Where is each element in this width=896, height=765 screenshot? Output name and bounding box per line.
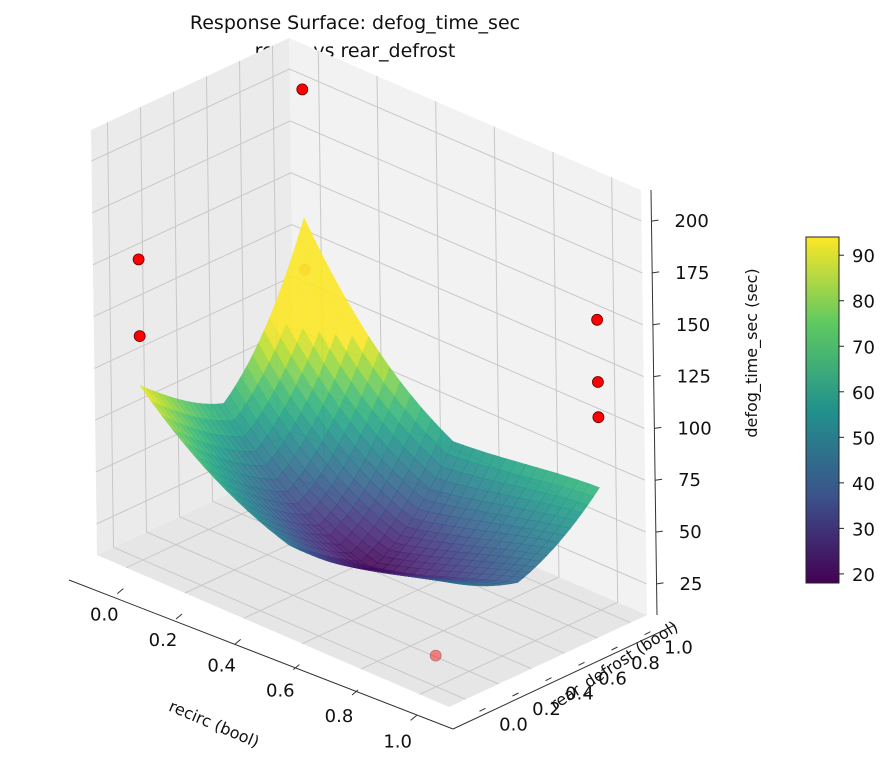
z-tick-label: 50 xyxy=(679,522,702,543)
colorbar: 20 30 40 50 60 70 80 90 xyxy=(805,236,875,586)
y-tick xyxy=(644,631,651,636)
x-tick-label: 0.8 xyxy=(325,706,354,727)
z-tick-label: 100 xyxy=(677,418,711,439)
colorbar-tick-label: 60 xyxy=(852,383,875,404)
data-point xyxy=(592,411,605,424)
grid-line-z xyxy=(93,224,644,378)
y-tick-label: 0.0 xyxy=(499,714,528,735)
chart-title: Response Surface: defog_time_sec xyxy=(189,12,521,34)
z-axis-line xyxy=(650,189,658,616)
y-tick xyxy=(479,707,486,712)
data-point xyxy=(132,253,145,266)
x-axis-label: recirc (bool) xyxy=(166,696,262,751)
z-tick xyxy=(652,323,660,326)
z-tick-label: 150 xyxy=(676,315,710,336)
z-tick xyxy=(654,426,662,429)
y-tick xyxy=(545,677,552,682)
surface-patch xyxy=(298,217,316,260)
x-tick xyxy=(293,664,300,671)
x-tick xyxy=(234,638,241,645)
x-tick-label: 0.4 xyxy=(207,655,236,676)
z-tick-label: 125 xyxy=(677,367,711,388)
y-tick-label: 0.8 xyxy=(631,653,660,674)
x-tick-label: 0.0 xyxy=(90,605,119,626)
z-tick xyxy=(655,530,663,533)
z-axis-label: defog_time_sec (sec) xyxy=(742,268,762,437)
z-tick xyxy=(655,478,663,481)
y-tick-label: 0.4 xyxy=(565,684,594,705)
y-tick xyxy=(512,692,519,697)
x-tick-label: 1.0 xyxy=(383,731,412,752)
data-point xyxy=(591,313,603,326)
colorbar-tick-label: 90 xyxy=(852,246,875,267)
y-tick xyxy=(611,646,618,651)
z-tick xyxy=(651,219,659,222)
z-tick-label: 175 xyxy=(675,263,709,284)
grid-line-z xyxy=(91,68,642,222)
grid-line-y xyxy=(107,122,466,700)
grid-line-y xyxy=(173,91,532,670)
x-tick xyxy=(351,689,359,696)
z-tick xyxy=(656,582,664,585)
colorbar-tick-label: 30 xyxy=(852,519,875,540)
y-tick xyxy=(578,661,585,666)
colorbar-tick-label: 40 xyxy=(852,474,875,495)
grid-line-x xyxy=(419,177,619,695)
y-tick-label: 0.6 xyxy=(598,668,627,689)
z-tick-label: 200 xyxy=(674,211,708,232)
points-front xyxy=(132,83,605,424)
z-tick-label: 75 xyxy=(678,470,701,491)
colorbar-tick-label: 70 xyxy=(852,337,875,358)
colorbar-tick-label: 20 xyxy=(852,565,875,586)
x-axis-line xyxy=(68,579,454,730)
y-tick-label: 1.0 xyxy=(664,638,693,659)
data-point xyxy=(592,376,604,388)
colorbar-gradient xyxy=(805,236,840,584)
grid-line-y xyxy=(206,76,565,654)
x-tick xyxy=(175,613,183,620)
grid-line-z xyxy=(91,120,643,274)
x-tick-label: 0.6 xyxy=(266,681,295,702)
z-tick xyxy=(653,375,661,378)
x-tick xyxy=(117,588,124,595)
axes: 0.00.20.40.60.81.00.00.20.40.60.81.02550… xyxy=(68,189,712,752)
response-surface xyxy=(139,217,600,587)
y-axis-line xyxy=(452,624,676,730)
x-tick-label: 0.2 xyxy=(149,630,178,651)
z-tick xyxy=(652,271,660,274)
data-point xyxy=(429,649,442,662)
x-tick xyxy=(410,714,417,721)
colorbar-tick-label: 80 xyxy=(852,292,875,313)
colorbar-tick-label: 50 xyxy=(852,428,875,449)
y-tick-label: 0.2 xyxy=(532,699,561,720)
grid-line-x xyxy=(360,151,560,670)
grid-line-z xyxy=(92,172,644,326)
z-tick-label: 25 xyxy=(680,574,703,595)
data-point xyxy=(133,330,146,343)
grid-line-y xyxy=(140,106,499,685)
data-point xyxy=(296,83,309,96)
floor-pane xyxy=(97,463,647,707)
